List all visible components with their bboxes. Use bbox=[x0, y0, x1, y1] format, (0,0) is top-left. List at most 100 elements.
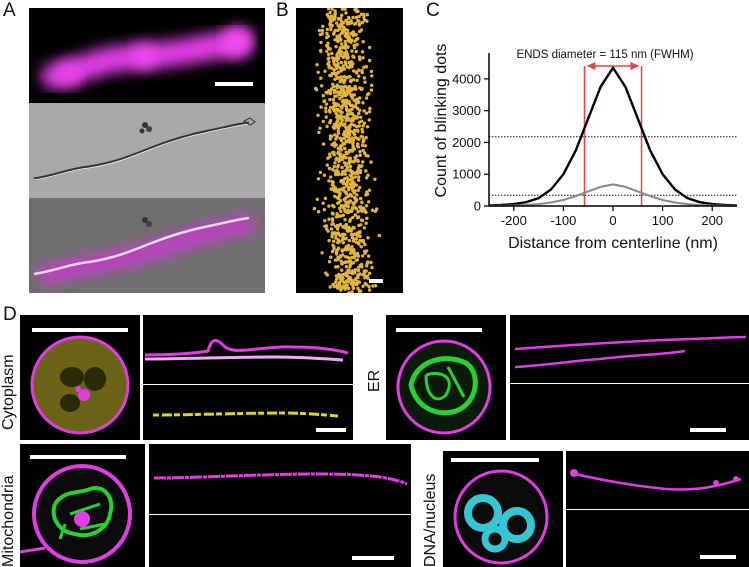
localization-dot bbox=[342, 29, 346, 33]
localization-dot bbox=[342, 204, 347, 208]
localization-dot bbox=[344, 42, 348, 47]
localization-dot bbox=[351, 215, 355, 220]
localization-dot bbox=[323, 196, 328, 201]
localization-dot bbox=[354, 49, 358, 54]
localization-dot bbox=[364, 65, 369, 69]
localization-dot bbox=[327, 108, 332, 113]
cytoplasm-filaments bbox=[144, 339, 349, 418]
localization-dot bbox=[325, 12, 329, 17]
series-line-1 bbox=[488, 66, 738, 207]
panel-c-chart: ENDS diameter = 115 nm (FWHM) 0 1000 2000 30… bbox=[424, 8, 749, 270]
localization-dot bbox=[350, 176, 355, 181]
localization-dot bbox=[335, 248, 340, 252]
localization-dot bbox=[339, 278, 343, 282]
localization-dot bbox=[327, 60, 331, 64]
localization-dot bbox=[317, 28, 322, 33]
localization-dot bbox=[350, 93, 354, 97]
localization-dot bbox=[360, 50, 365, 54]
y-axis-label: Count of blinking dots bbox=[433, 44, 450, 198]
localization-dot bbox=[340, 118, 344, 123]
localization-dot bbox=[344, 222, 348, 227]
localization-dot bbox=[339, 138, 344, 143]
scale-bar bbox=[396, 328, 482, 332]
localization-dot bbox=[319, 40, 323, 45]
localization-dot bbox=[358, 169, 363, 173]
localization-dot bbox=[353, 205, 357, 210]
panel-b-localization-image bbox=[296, 8, 403, 293]
localization-dot bbox=[342, 67, 346, 71]
cytoplasm-cell bbox=[30, 335, 130, 435]
localization-dot bbox=[364, 264, 369, 268]
localization-dot bbox=[333, 169, 337, 174]
localization-dot bbox=[355, 198, 359, 202]
localization-dot bbox=[320, 32, 324, 36]
localization-dot bbox=[359, 223, 363, 227]
localization-dot bbox=[359, 245, 363, 249]
localization-dot bbox=[348, 125, 352, 129]
localization-dot bbox=[365, 125, 370, 129]
localization-dot bbox=[331, 150, 335, 155]
localization-dot bbox=[356, 168, 360, 173]
localization-dot bbox=[362, 269, 366, 273]
localization-dot bbox=[357, 241, 361, 245]
localization-dot bbox=[340, 24, 344, 28]
localization-dot bbox=[329, 27, 333, 32]
localization-dot bbox=[331, 107, 336, 112]
localization-dot bbox=[362, 65, 366, 69]
localization-dot bbox=[338, 255, 342, 259]
localization-dot bbox=[336, 125, 341, 130]
localization-dot bbox=[347, 99, 351, 104]
localization-dot bbox=[327, 238, 331, 243]
localization-dot bbox=[322, 173, 327, 177]
localization-dot bbox=[342, 260, 347, 265]
localization-dot bbox=[348, 164, 353, 168]
y-tick-label: 3000 bbox=[452, 103, 481, 118]
localization-dot bbox=[319, 76, 323, 80]
x-tick-label: -100 bbox=[550, 213, 576, 228]
localization-dot bbox=[336, 57, 340, 61]
localization-dot bbox=[367, 58, 372, 63]
localization-dot bbox=[348, 259, 352, 263]
localization-dot bbox=[312, 206, 317, 211]
localization-dot bbox=[365, 216, 369, 220]
localization-dot bbox=[330, 217, 335, 221]
localization-dot bbox=[348, 251, 353, 255]
localization-dot bbox=[339, 214, 343, 218]
localization-dot bbox=[367, 271, 372, 275]
localization-dot bbox=[354, 240, 358, 244]
mitochondria-cell-image bbox=[20, 444, 145, 567]
localization-dot bbox=[356, 286, 360, 290]
localization-dot bbox=[334, 156, 339, 160]
localization-dot bbox=[370, 74, 374, 78]
localization-dot bbox=[361, 140, 365, 144]
localization-dot bbox=[364, 204, 369, 208]
localization-dot bbox=[358, 164, 363, 169]
localization-dot bbox=[335, 90, 339, 94]
localization-dot bbox=[343, 280, 347, 285]
localization-dot bbox=[336, 240, 340, 245]
localization-dot bbox=[352, 270, 357, 274]
localization-dot bbox=[353, 39, 357, 43]
mitochondria-filaments bbox=[153, 472, 408, 486]
channel-separator bbox=[149, 514, 411, 515]
localization-dot bbox=[364, 221, 368, 225]
localization-dot bbox=[350, 235, 354, 240]
panel-label-d: D bbox=[3, 304, 17, 325]
localization-dot bbox=[350, 181, 354, 186]
localization-dot bbox=[343, 39, 347, 44]
dna-filaments bbox=[570, 469, 742, 491]
localization-dot bbox=[342, 197, 346, 202]
localization-dot bbox=[316, 70, 320, 74]
localization-dot bbox=[358, 205, 362, 209]
brightfield-filament bbox=[33, 117, 256, 181]
localization-dot bbox=[352, 114, 356, 118]
localization-dot bbox=[354, 33, 358, 37]
localization-dot bbox=[332, 122, 337, 127]
localization-dot bbox=[346, 133, 350, 137]
localization-dot bbox=[350, 96, 355, 100]
dna-filament-image bbox=[566, 451, 749, 567]
localization-dot bbox=[332, 126, 337, 130]
localization-dot bbox=[359, 12, 364, 16]
localization-dot bbox=[330, 51, 334, 56]
localization-dot bbox=[320, 251, 324, 255]
